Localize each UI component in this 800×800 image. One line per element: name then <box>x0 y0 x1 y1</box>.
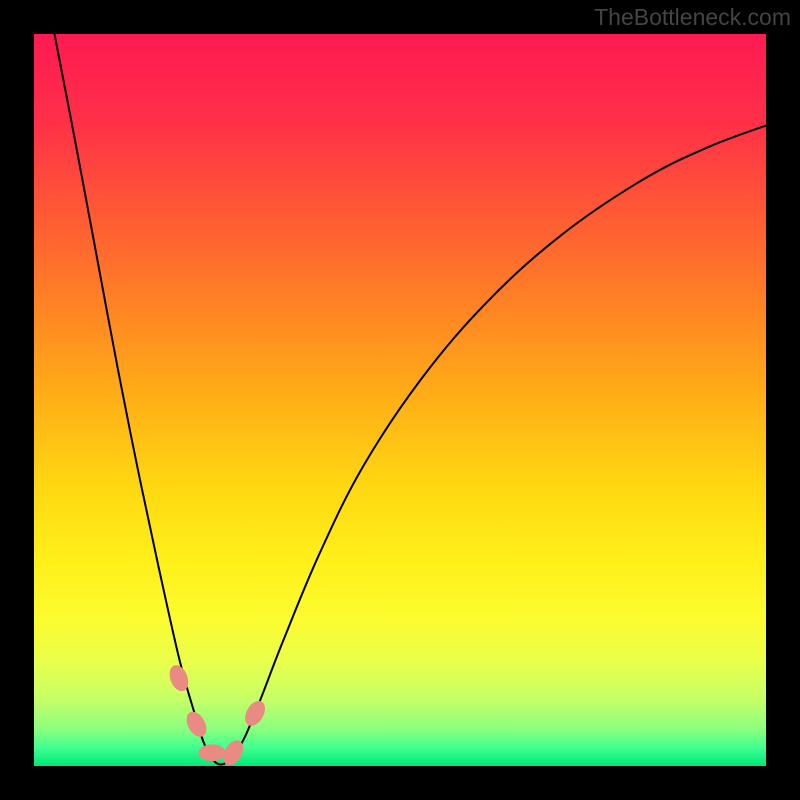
data-marker <box>199 745 225 761</box>
bottleneck-curve <box>55 34 767 765</box>
watermark-text: TheBottleneck.com <box>594 4 791 31</box>
curve-layer <box>34 34 766 766</box>
plot-area <box>34 34 766 766</box>
data-marker <box>242 698 269 728</box>
chart-container: TheBottleneck.com <box>0 0 800 800</box>
marker-group <box>167 663 269 766</box>
data-marker <box>183 709 209 739</box>
